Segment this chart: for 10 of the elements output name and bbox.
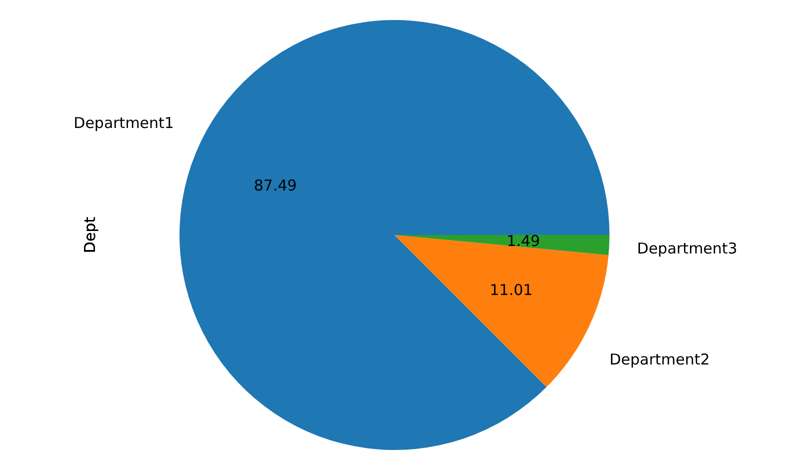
pie-slice [394, 235, 609, 388]
text: Dept [81, 216, 99, 254]
data-label: 11.01 [490, 280, 533, 299]
slice-label: Department2 [609, 350, 710, 369]
pie-slice [394, 235, 610, 256]
data-label: 1.49 [506, 232, 540, 250]
slice-label: Department1 [74, 114, 174, 132]
slice-label: Department3 [637, 240, 738, 258]
pie-slice [180, 20, 610, 450]
data-label: 87.49 [254, 176, 297, 195]
